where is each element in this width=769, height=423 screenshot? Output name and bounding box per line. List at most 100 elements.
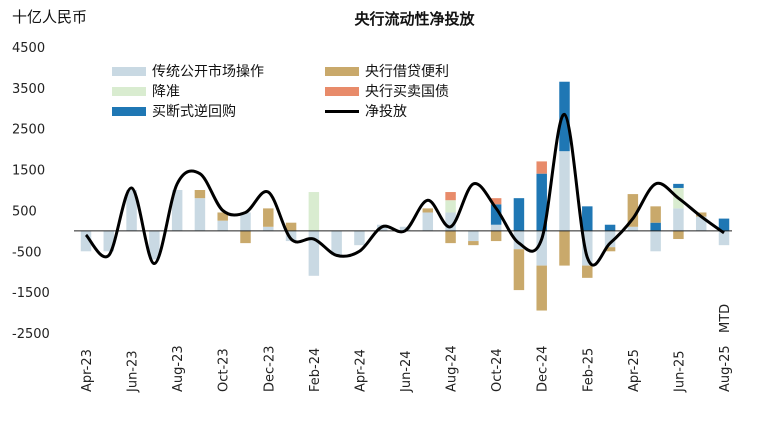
x-tick-layer: Apr-23 Jun-23 Aug-23 Oct-23 Dec-23 Feb-24 Apr-… — [80, 304, 733, 393]
bar-segment — [422, 208, 434, 213]
bar-segment — [559, 230, 570, 266]
bar-segment — [627, 194, 639, 227]
y-axis-unit-label: 十亿人民币 — [12, 8, 88, 26]
bar-segment — [445, 192, 456, 201]
x-tick-label: Jun-25 — [672, 350, 687, 393]
bar-segment — [513, 249, 525, 291]
bar-segment — [126, 190, 137, 231]
x-tick-label: Apr-24 — [353, 349, 368, 392]
y-tick-label: 1500 — [12, 164, 45, 179]
bar-segment — [536, 161, 547, 174]
legend-item-net-injection: 净投放 — [325, 101, 407, 121]
x-tick-label: Feb-25 — [581, 348, 596, 392]
x-tick-label: Aug-23 — [171, 345, 186, 392]
bar-segment — [513, 230, 525, 250]
bar-segment — [422, 212, 434, 231]
bar-segment — [354, 230, 365, 246]
legend-swatch — [325, 66, 359, 76]
x-tick-label: Apr-25 — [627, 349, 642, 392]
x-tick-label: Jun-23 — [126, 350, 141, 393]
chart-title: 央行流动性净投放 — [354, 10, 475, 28]
mtd-annotation: MTD — [718, 304, 733, 333]
bar-segment — [240, 230, 251, 244]
bar-segment — [285, 230, 297, 242]
bar-segment — [285, 222, 297, 231]
bar-segment — [217, 220, 228, 231]
y-tick-label: -2500 — [12, 327, 50, 342]
bar-segment — [263, 226, 274, 231]
legend-item-rrr-cut: 降准 — [112, 81, 180, 101]
legend-swatch — [325, 109, 359, 113]
bar-segment — [582, 206, 593, 231]
x-tick-label: Dec-24 — [536, 346, 551, 392]
bar-segment — [194, 198, 206, 231]
legend-swatch — [112, 86, 146, 96]
bar-segment — [468, 241, 479, 246]
bar-segment — [536, 265, 547, 311]
line-layer — [84, 112, 725, 267]
legend-item-outright-reverse-repo: 买断式逆回购 — [112, 101, 236, 121]
bar-segment — [103, 230, 115, 252]
bar-segment — [80, 230, 92, 252]
legend-swatch — [325, 86, 359, 96]
bar-segment — [627, 226, 639, 231]
bar-segment — [331, 230, 342, 256]
bar-segment — [240, 212, 251, 231]
bar-segment — [718, 230, 730, 246]
y-tick-label: 2500 — [12, 123, 45, 138]
bar-segment — [695, 212, 707, 217]
legend-swatch — [112, 66, 146, 76]
legend-label: 传统公开市场操作 — [152, 64, 264, 80]
bar-segment — [263, 208, 274, 227]
bar-segment — [490, 224, 502, 231]
bar-segment — [490, 204, 502, 225]
bar-segment — [445, 200, 456, 213]
bar-segment — [604, 224, 616, 231]
bar-segment — [650, 206, 661, 223]
y-tick-label: -1500 — [12, 286, 50, 301]
bar-segment — [673, 183, 684, 188]
bar-segment — [718, 218, 730, 231]
bar-segment — [582, 265, 593, 278]
bar-segment — [673, 230, 684, 240]
bar-segment — [604, 230, 616, 248]
bar-segment — [308, 230, 320, 276]
x-tick-label: Aug-25 — [718, 345, 733, 392]
y-tick-label: -500 — [12, 245, 42, 260]
legend-item-treasury-trading: 央行买卖国债 — [325, 81, 449, 101]
legend-item-lending-facility: 央行借贷便利 — [325, 61, 449, 81]
bar-segment — [490, 230, 502, 242]
net-injection-line — [84, 112, 725, 267]
bar-segment — [536, 173, 547, 231]
bar-segment — [582, 230, 593, 266]
bar-segment — [695, 216, 707, 231]
bar-segment — [673, 208, 684, 231]
legend-label: 降准 — [152, 84, 180, 100]
bar-segment — [194, 190, 206, 199]
bar-segment — [650, 230, 661, 252]
x-tick-label: Oct-24 — [490, 348, 505, 392]
x-tick-label: Dec-23 — [262, 346, 277, 392]
bar-segment — [559, 151, 570, 231]
x-tick-label: Jun-24 — [399, 350, 414, 393]
bar-segment — [399, 226, 411, 231]
y-tick-label: 4500 — [12, 41, 45, 56]
y-tick-layer: 4500 3500 2500 1500 500 -500 -1500 -2500 — [12, 41, 50, 342]
x-tick-label: Oct-23 — [217, 348, 232, 392]
x-tick-label: Apr-23 — [80, 349, 95, 392]
bar-segment — [445, 230, 456, 244]
bar-segment — [468, 230, 479, 242]
bar-segment — [171, 190, 183, 231]
bar-segment — [445, 212, 456, 231]
bar-segment — [513, 198, 525, 231]
legend-label: 央行借贷便利 — [365, 64, 449, 80]
bar-segment — [536, 230, 547, 266]
y-tick-label: 500 — [12, 204, 37, 219]
bar-segment — [149, 230, 160, 260]
bar-segment — [650, 222, 661, 231]
bar-segment — [308, 192, 320, 231]
bar-segment — [604, 247, 616, 252]
bar-segment — [217, 212, 228, 221]
x-tick-label: Feb-24 — [308, 348, 323, 392]
bar-segment — [490, 198, 502, 205]
